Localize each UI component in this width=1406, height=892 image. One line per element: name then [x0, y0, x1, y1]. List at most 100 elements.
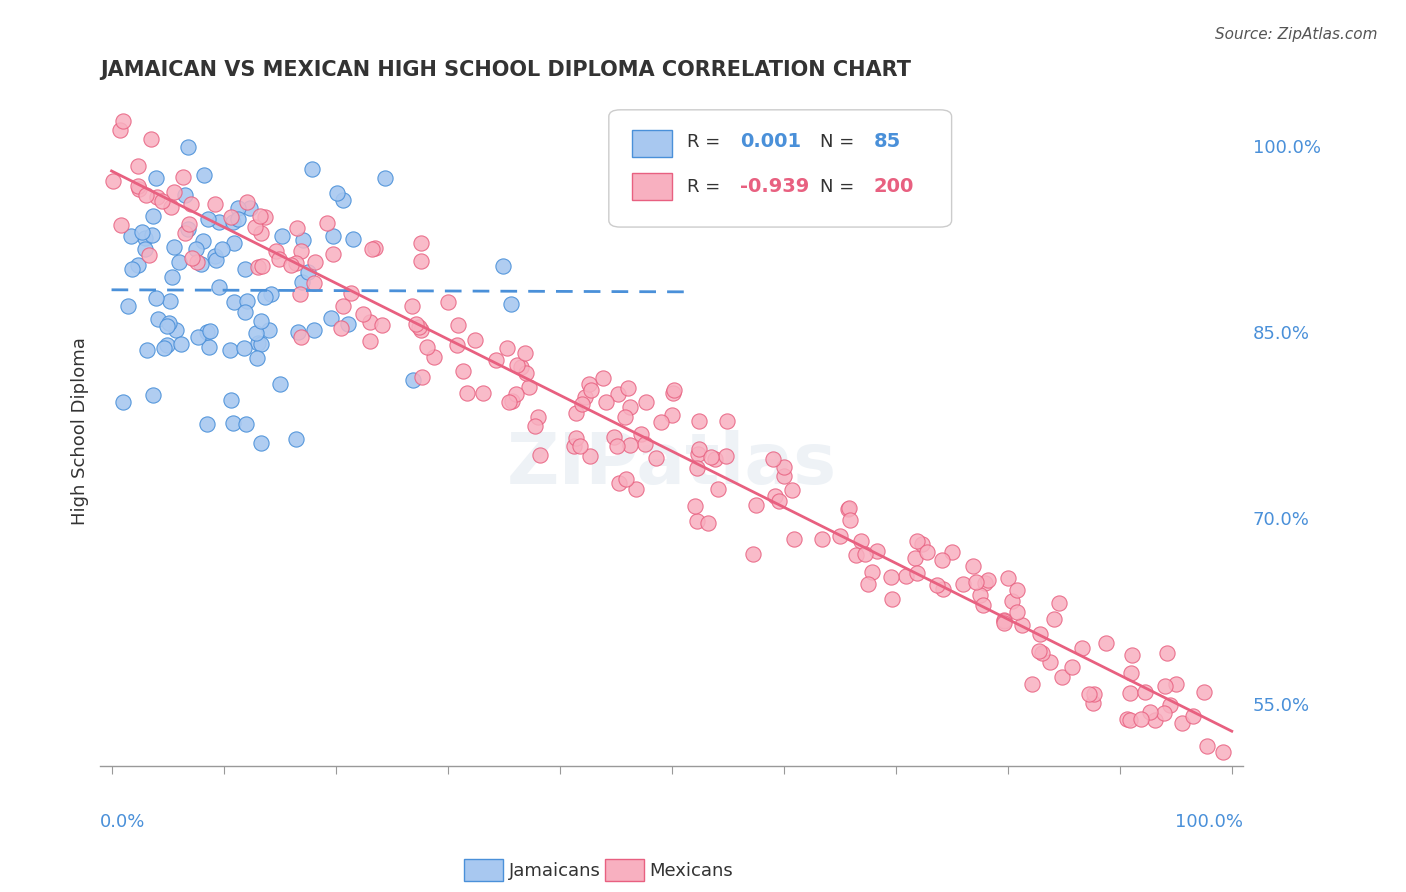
- Point: [337, 317, 360, 331]
- Point: [772, 460, 794, 475]
- Point: [101, 174, 124, 188]
- Point: [911, 537, 934, 551]
- Point: [326, 186, 349, 201]
- Point: [169, 336, 191, 351]
- Point: [321, 311, 343, 326]
- Point: [222, 417, 245, 431]
- Point: [1119, 686, 1142, 700]
- Point: [134, 230, 156, 244]
- Point: [233, 304, 256, 318]
- Point: [159, 294, 181, 309]
- Text: 0.0%: 0.0%: [100, 814, 146, 831]
- Point: [714, 450, 737, 464]
- Text: Source: ZipAtlas.com: Source: ZipAtlas.com: [1215, 27, 1378, 42]
- Point: [374, 170, 396, 185]
- Point: [117, 299, 139, 313]
- Point: [602, 430, 624, 444]
- Point: [505, 358, 527, 372]
- Point: [974, 575, 997, 590]
- Point: [1005, 582, 1028, 597]
- Point: [207, 280, 229, 294]
- Text: 85: 85: [875, 133, 901, 152]
- Point: [195, 325, 218, 339]
- Point: [187, 330, 209, 344]
- Point: [501, 394, 523, 409]
- Point: [837, 501, 859, 516]
- Point: [332, 299, 354, 313]
- Point: [146, 190, 169, 204]
- Point: [839, 513, 862, 527]
- Point: [269, 376, 291, 391]
- Point: [742, 547, 765, 561]
- Point: [409, 236, 432, 251]
- Point: [176, 222, 198, 236]
- Point: [121, 262, 143, 277]
- Point: [595, 395, 617, 409]
- Point: [141, 228, 163, 243]
- Point: [181, 251, 204, 265]
- Point: [174, 226, 197, 240]
- Point: [186, 254, 208, 268]
- Point: [1133, 685, 1156, 699]
- Point: [1070, 640, 1092, 655]
- Point: [245, 326, 267, 341]
- Point: [515, 366, 537, 380]
- Point: [364, 241, 387, 255]
- Point: [471, 386, 494, 401]
- Point: [606, 438, 628, 452]
- FancyBboxPatch shape: [631, 130, 672, 157]
- Point: [267, 252, 290, 266]
- Point: [931, 582, 953, 596]
- Point: [1119, 665, 1142, 680]
- Point: [290, 244, 312, 258]
- Point: [568, 439, 591, 453]
- Point: [150, 194, 173, 209]
- Point: [562, 439, 585, 453]
- Point: [253, 290, 276, 304]
- Point: [1116, 712, 1139, 726]
- Point: [235, 417, 257, 432]
- Point: [184, 242, 207, 256]
- Point: [1153, 706, 1175, 721]
- Point: [1005, 605, 1028, 619]
- Point: [138, 248, 160, 262]
- Point: [342, 232, 364, 246]
- Point: [607, 475, 630, 490]
- Point: [529, 449, 551, 463]
- Point: [177, 139, 200, 153]
- Point: [650, 415, 672, 429]
- Point: [141, 131, 163, 145]
- Point: [193, 168, 215, 182]
- Point: [1011, 618, 1033, 632]
- Point: [174, 187, 197, 202]
- Point: [446, 337, 468, 351]
- Point: [700, 450, 723, 465]
- Point: [297, 265, 319, 279]
- Point: [1078, 687, 1101, 701]
- Point: [1001, 594, 1024, 608]
- Point: [250, 436, 273, 450]
- Point: [845, 548, 868, 562]
- Point: [464, 333, 486, 347]
- Text: Jamaicans: Jamaicans: [509, 862, 600, 880]
- Point: [969, 588, 991, 602]
- Point: [284, 432, 307, 446]
- Point: [644, 451, 666, 466]
- Point: [339, 285, 361, 300]
- Point: [204, 249, 226, 263]
- Point: [304, 255, 326, 269]
- Point: [157, 316, 180, 330]
- Point: [492, 259, 515, 273]
- Text: N =: N =: [820, 133, 855, 151]
- Point: [616, 381, 638, 395]
- Point: [453, 364, 475, 378]
- Point: [253, 210, 276, 224]
- Point: [962, 559, 984, 574]
- Point: [456, 385, 478, 400]
- Point: [636, 395, 658, 409]
- Point: [211, 242, 233, 256]
- Point: [773, 469, 796, 483]
- Point: [1047, 596, 1070, 610]
- Point: [169, 255, 191, 269]
- Point: [246, 351, 269, 366]
